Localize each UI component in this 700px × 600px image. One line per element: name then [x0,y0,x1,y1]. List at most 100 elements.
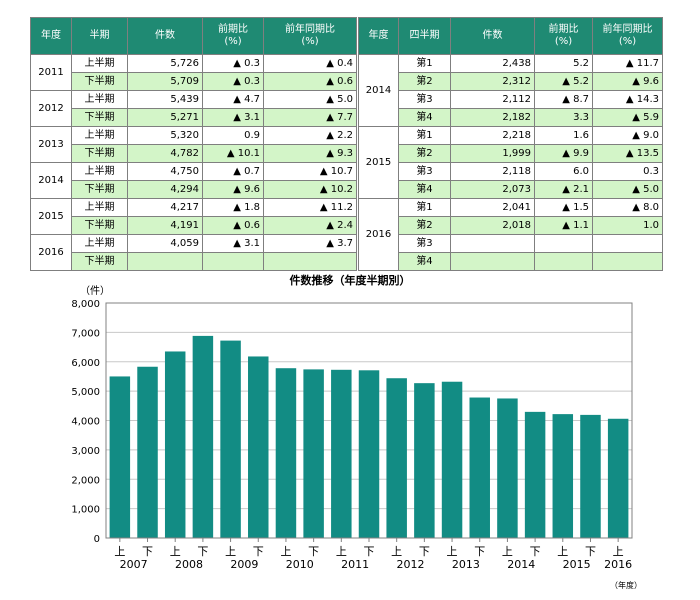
x-tick-label: 上 [557,545,568,558]
period-cell: 第1 [398,126,451,145]
yoy-cell: ▲ 5.0 [592,180,663,199]
count-cell: 5,271 [127,108,203,127]
qoq-cell: ▲ 0.7 [202,162,264,181]
y-tick-label: 0 [94,534,100,545]
count-cell: 4,782 [127,144,203,163]
header-year: 年度 [358,17,399,55]
bar [441,381,463,538]
yoy-cell [592,252,663,271]
x-tick-label: 下 [585,545,596,558]
qoq-cell: ▲ 8.7 [534,90,593,109]
header-qoq: 前期比 (%) [534,17,593,55]
table-row: 下半期 5,709 ▲ 0.3 ▲ 0.6 [31,72,357,91]
chart-title: 件数推移（年度半期別） [290,273,411,287]
table-row: 2014 第1 2,438 5.2 ▲ 11.7 [358,54,663,127]
yoy-cell: ▲ 0.6 [263,72,357,91]
yoy-cell: ▲ 8.0 [592,198,663,217]
table-row: 2013 上半期 5,320 0.9 ▲ 2.2 [30,126,357,163]
count-cell: 1,999 [450,144,535,163]
period-cell: 第4 [398,252,451,271]
period-cell: 第1 [398,54,451,73]
count-cell [450,252,535,271]
x-tick-label: 上 [391,545,402,558]
yoy-cell: ▲ 14.3 [592,90,663,109]
period-cell: 下半期 [71,108,128,127]
period-cell: 第3 [398,90,451,109]
x-tick-label: 上 [336,545,347,558]
table-row: 第2 2,312 ▲ 5.2 ▲ 9.6 [359,72,663,91]
year-labels: 2007 2008 2009 2010 2011 2012 2013 2014 2015 2016 [120,558,632,571]
count-cell: 2,312 [450,72,535,91]
x-tick-label: 上 [447,545,458,558]
period-cell: 下半期 [71,216,128,235]
yoy-cell: ▲ 9.0 [592,126,663,145]
period-cell: 第3 [398,234,451,253]
table-row: 下半期 5,271 ▲ 3.1 ▲ 7.7 [31,108,357,127]
quarter-table: 年度 四半期 件数 前期比 (%) 前年同期比 (%) 2014 第1 2,438 5.2 ▲ … [358,17,663,271]
half-year-table: 年度 半期 件数 前期比 (%) 前年同期比 (%) 2011 上半期 5,726 ▲ 0.3… [30,17,357,271]
table-row: 2016 上半期 4,059 ▲ 3.1 ▲ 3.7 [30,234,357,271]
qoq-cell: ▲ 0.3 [202,54,264,73]
x-tick-label: 下 [197,545,208,558]
header-yoy: 前年同期比 (%) [592,17,663,55]
count-cell [127,252,203,271]
header-quarter: 四半期 [398,17,451,55]
x-tick-label: 上 [280,545,291,558]
count-cell: 2,118 [450,162,535,181]
yoy-cell: ▲ 5.9 [592,108,663,127]
period-cell: 下半期 [71,72,128,91]
qoq-cell: ▲ 10.1 [202,144,264,163]
x-tick-label: 下 [474,545,485,558]
table-row: 第4 [359,252,663,271]
period-cell: 上半期 [71,54,128,73]
qoq-cell: ▲ 3.1 [202,108,264,127]
count-cell: 4,294 [127,180,203,199]
period-cell: 第3 [398,162,451,181]
bar [414,383,435,538]
x-tick-label: 下 [419,545,430,558]
count-cell: 2,112 [450,90,535,109]
y-tick-labels: 0 1,000 2,000 3,000 4,000 5,000 6,000 7,000 8,00… [71,299,100,545]
yoy-cell: 0.3 [592,162,663,181]
table-row: 2014 上半期 4,750 ▲ 0.7 ▲ 10.7 [30,162,357,199]
x-tick-label: 上 [114,545,125,558]
y-tick-label: 2,000 [71,475,100,486]
qoq-cell: ▲ 1.1 [534,216,593,235]
table-row: 第3 [359,234,663,253]
x-tick-label: 下 [253,545,264,558]
bar [137,366,158,538]
year-label: 2009 [230,558,258,571]
bar [524,411,546,538]
table-row: 下半期 4,782 ▲ 10.1 ▲ 9.3 [31,144,357,163]
yoy-cell: ▲ 7.7 [263,108,357,127]
yoy-cell [263,252,357,271]
period-cell: 第4 [398,180,451,199]
count-cell: 2,182 [450,108,535,127]
bar [497,398,518,538]
table-row: 第2 2,018 ▲ 1.1 1.0 [359,216,663,235]
y-tick-label: 7,000 [71,328,100,339]
count-cell: 2,073 [450,180,535,199]
y-tick-label: 8,000 [71,299,100,310]
count-cell [450,234,535,253]
header-year: 年度 [30,17,72,55]
y-tick-label: 5,000 [71,387,100,398]
chart-bars [109,335,629,538]
period-cell: 第2 [398,144,451,163]
year-cell: 2011 [30,54,72,91]
year-label: 2015 [563,558,591,571]
count-cell: 2,438 [450,54,535,73]
yoy-cell: ▲ 9.6 [592,72,663,91]
x-tick-label: 下 [364,545,375,558]
yoy-cell: ▲ 10.2 [263,180,357,199]
qoq-cell: ▲ 2.1 [534,180,593,199]
count-cell: 2,041 [450,198,535,217]
period-cell: 第4 [398,108,451,127]
bar [580,414,601,538]
yoy-cell [592,234,663,253]
year-cell: 2015 [30,198,72,235]
period-cell: 第1 [398,198,451,217]
period-cell: 下半期 [71,180,128,199]
yoy-cell: ▲ 9.3 [263,144,357,163]
year-cell: 2014 [30,162,72,199]
